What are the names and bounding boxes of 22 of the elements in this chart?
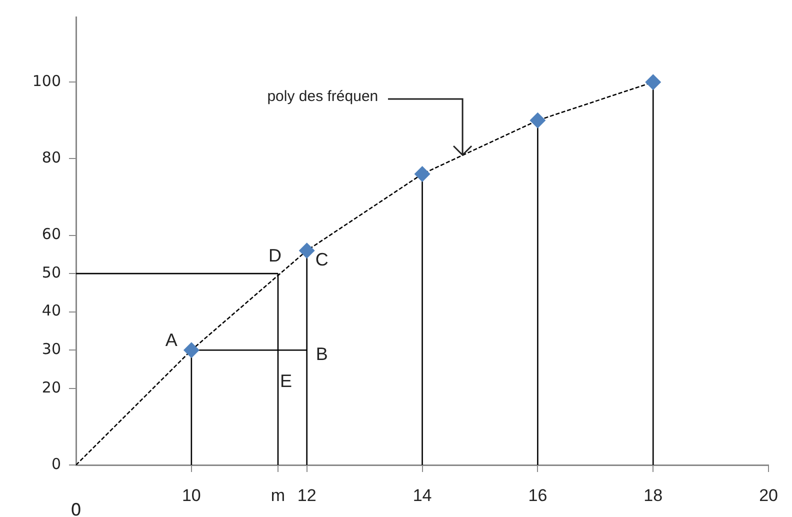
x-tick-label: m — [270, 486, 286, 505]
annotation: D — [268, 246, 282, 266]
y-tick-label: 20 — [42, 378, 61, 396]
y-tick-label: 50 — [42, 263, 61, 282]
x-tick-label: 18 — [644, 486, 663, 505]
x-tick-label: 14 — [412, 486, 432, 505]
y-tick-label: 40 — [42, 302, 61, 320]
annotation: C — [315, 250, 328, 270]
annotation: poly des fréquen — [267, 88, 378, 105]
x-tick-label: 16 — [528, 486, 548, 505]
y-tick-label: 60 — [42, 225, 61, 244]
x-tick-label: 12 — [297, 486, 316, 505]
annotation: E — [280, 371, 292, 392]
annotation: A — [165, 330, 178, 350]
y-tick-label: 80 — [42, 148, 61, 167]
x-tick-label: 20 — [759, 486, 778, 505]
text: 0 — [70, 500, 82, 517]
annotation: B — [316, 344, 328, 364]
y-tick-label: 0 — [51, 454, 61, 473]
y-tick-label: 100 — [32, 72, 61, 90]
y-tick-label: 30 — [42, 340, 61, 358]
x-tick-label: 10 — [182, 486, 201, 505]
